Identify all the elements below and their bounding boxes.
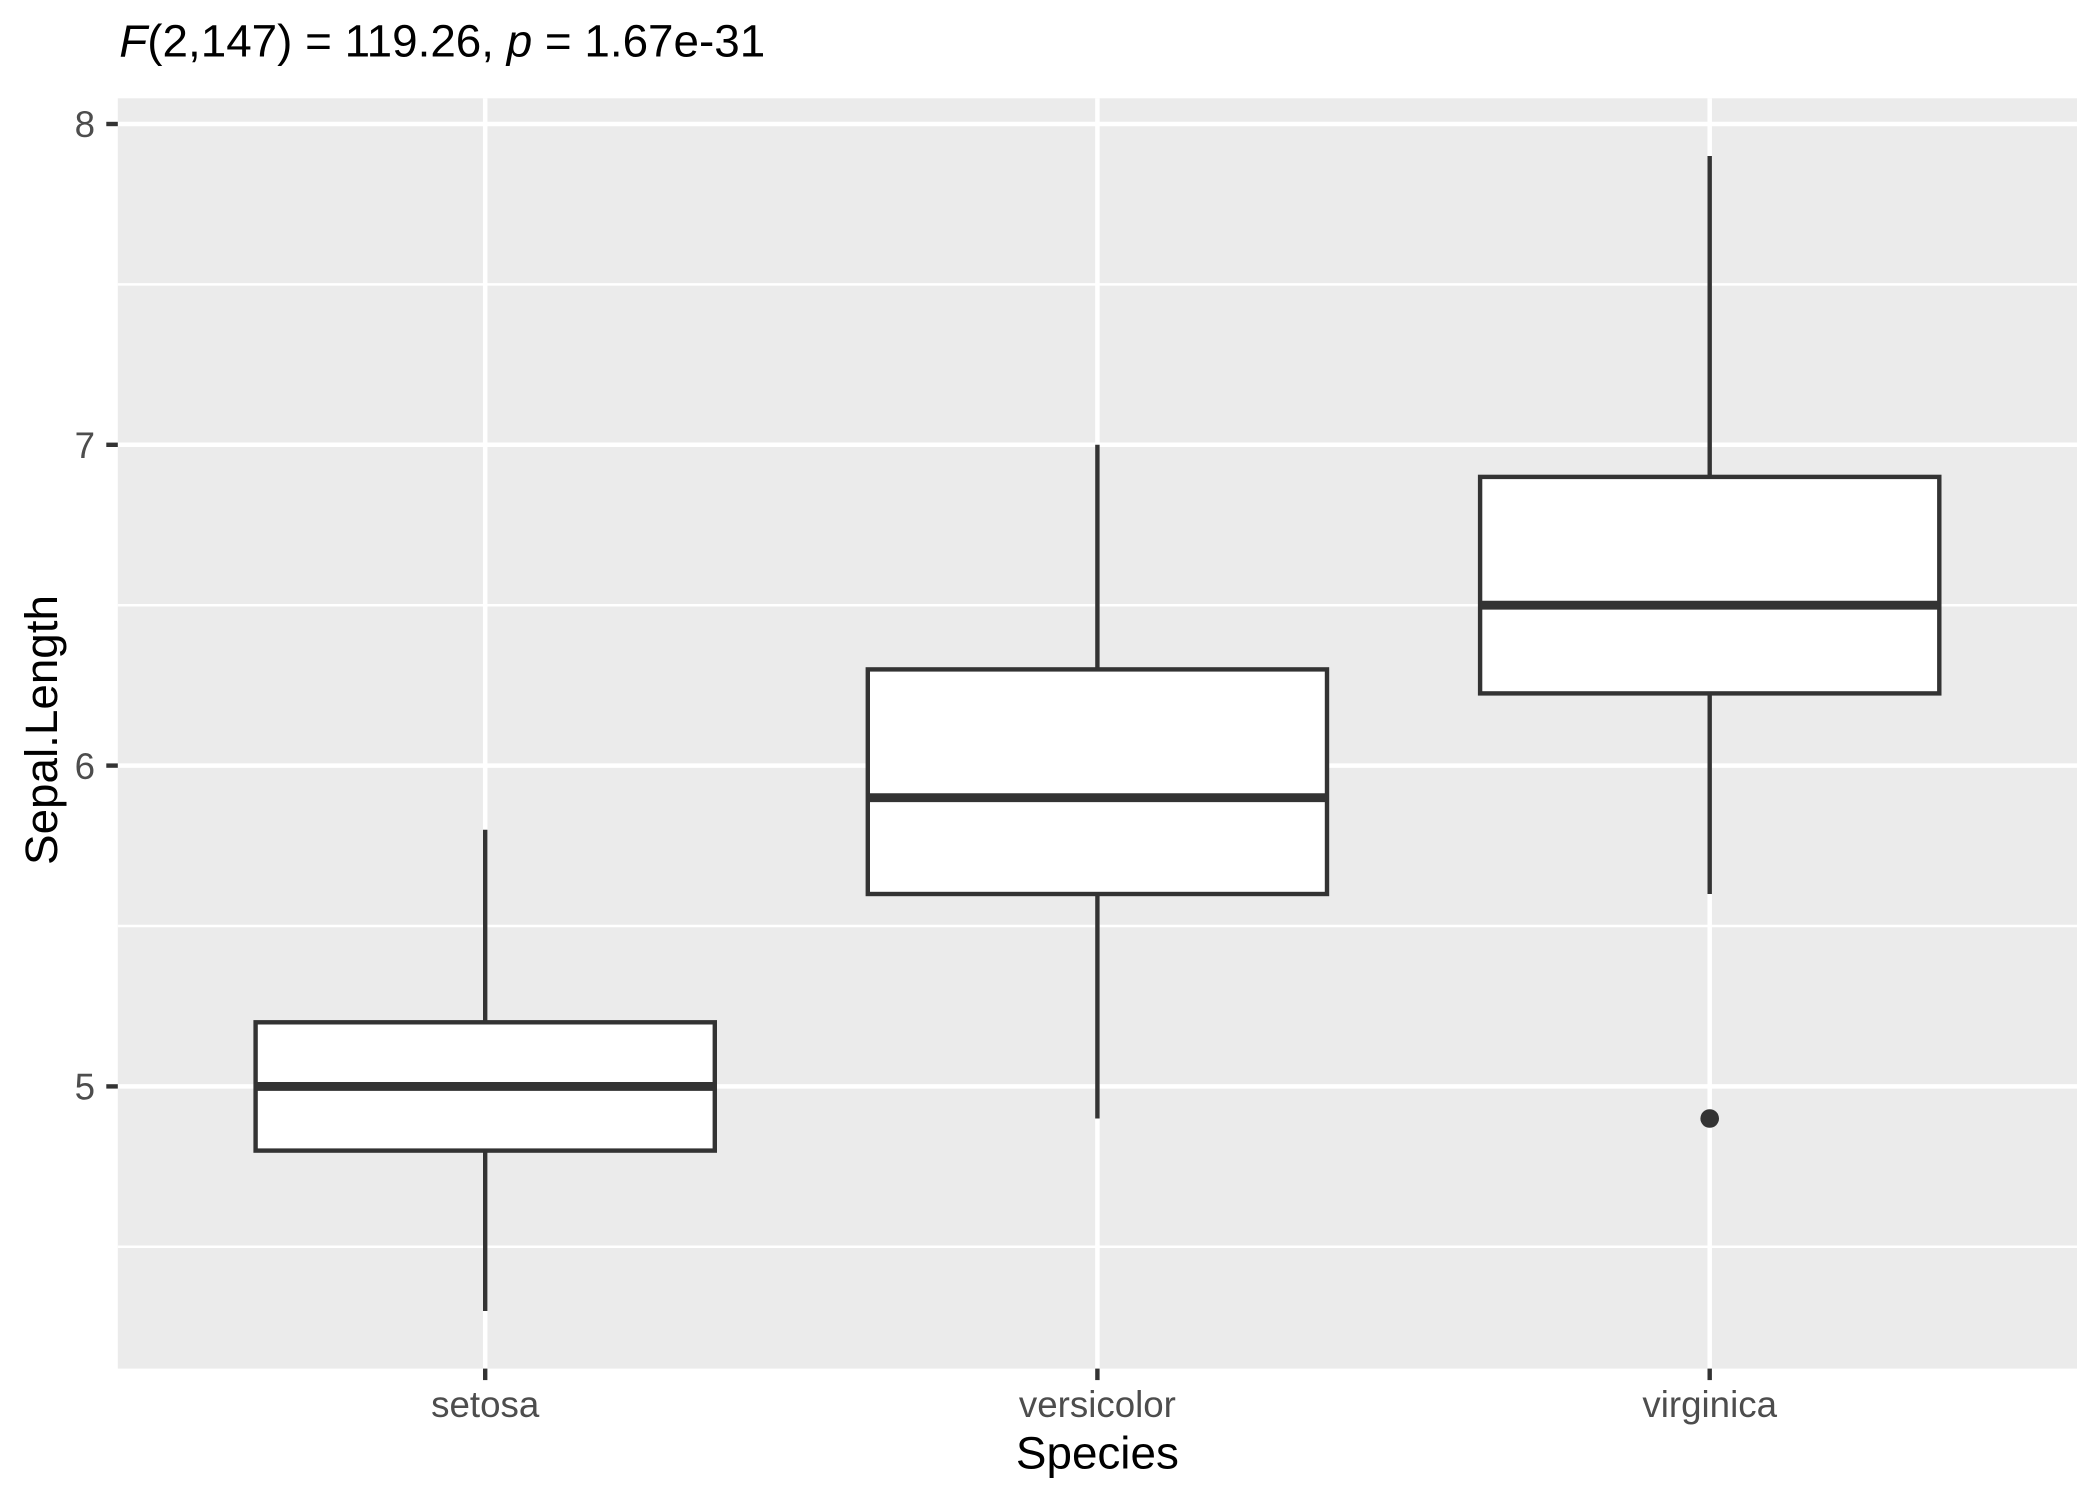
svg-text:6: 6 (75, 746, 95, 787)
svg-text:versicolor: versicolor (1019, 1384, 1176, 1425)
svg-text:5: 5 (75, 1067, 95, 1108)
svg-text:7: 7 (75, 425, 95, 466)
svg-text:F(2,147) = 119.26, p = 1.67e-3: F(2,147) = 119.26, p = 1.67e-31 (119, 16, 765, 67)
svg-text:setosa: setosa (431, 1384, 540, 1425)
svg-text:Sepal.Length: Sepal.Length (16, 595, 67, 865)
svg-text:8: 8 (75, 104, 95, 145)
svg-text:Species: Species (1016, 1428, 1179, 1479)
svg-text:virginica: virginica (1642, 1384, 1777, 1425)
